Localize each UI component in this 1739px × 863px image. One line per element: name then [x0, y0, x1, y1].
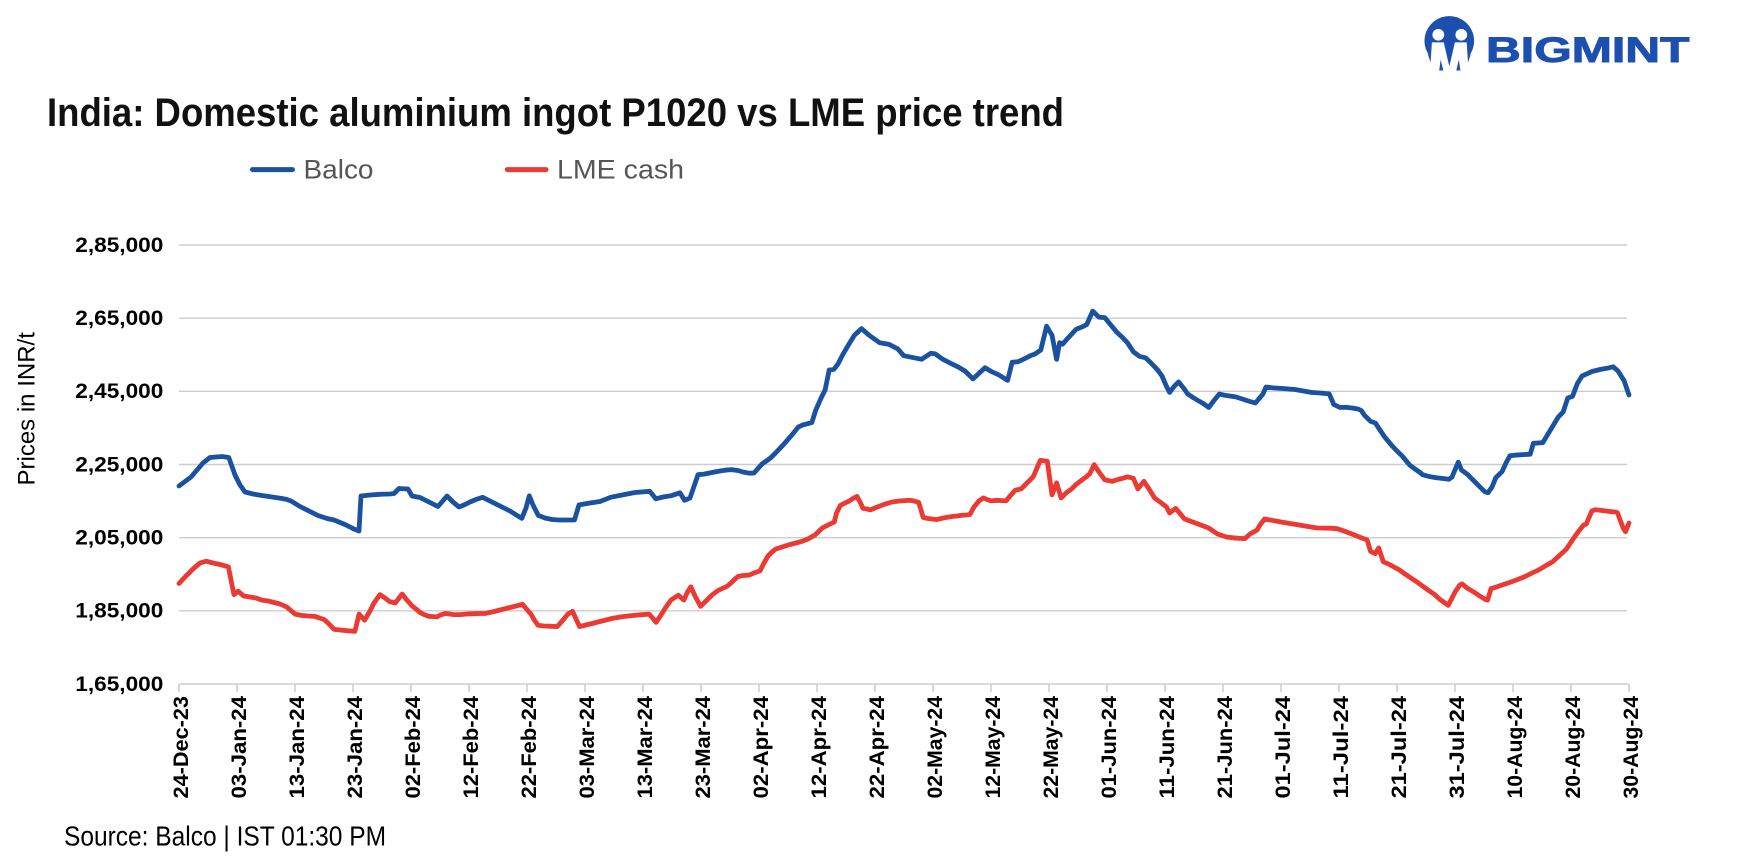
svg-text:13-Jan-24: 13-Jan-24 [286, 696, 309, 799]
svg-text:10-Aug-24: 10-Aug-24 [1504, 696, 1527, 799]
svg-text:12-Feb-24: 12-Feb-24 [460, 696, 483, 799]
svg-text:02-May-24: 02-May-24 [924, 696, 947, 799]
svg-text:Balco: Balco [304, 155, 374, 185]
svg-text:2,85,000: 2,85,000 [75, 232, 163, 257]
svg-text:LME cash: LME cash [557, 155, 684, 185]
svg-text:21-Jun-24: 21-Jun-24 [1214, 696, 1237, 799]
svg-text:2,65,000: 2,65,000 [75, 305, 163, 330]
svg-text:23-Jan-24: 23-Jan-24 [344, 696, 367, 799]
svg-text:2,05,000: 2,05,000 [75, 524, 163, 549]
svg-text:Prices in INR/t: Prices in INR/t [14, 332, 41, 486]
svg-text:02-Feb-24: 02-Feb-24 [402, 696, 425, 799]
svg-text:22-Feb-24: 22-Feb-24 [518, 696, 541, 799]
svg-text:2,25,000: 2,25,000 [75, 451, 163, 476]
svg-text:30-Aug-24: 30-Aug-24 [1620, 696, 1643, 799]
svg-text:India: Domestic aluminium ingo: India: Domestic aluminium ingot P1020 vs… [47, 91, 1064, 135]
svg-text:1,85,000: 1,85,000 [75, 598, 163, 623]
svg-text:01-Jun-24: 01-Jun-24 [1098, 696, 1121, 799]
svg-text:1,65,000: 1,65,000 [75, 671, 163, 696]
svg-text:20-Aug-24: 20-Aug-24 [1562, 696, 1585, 799]
svg-text:12-Apr-24: 12-Apr-24 [808, 696, 831, 799]
svg-text:21-Jul-24: 21-Jul-24 [1388, 696, 1411, 799]
svg-text:11-Jul-24: 11-Jul-24 [1330, 696, 1353, 799]
svg-text:03-Jan-24: 03-Jan-24 [228, 696, 251, 799]
svg-text:02-Apr-24: 02-Apr-24 [750, 696, 773, 799]
svg-text:24-Dec-23: 24-Dec-23 [170, 696, 193, 799]
svg-text:2,45,000: 2,45,000 [75, 378, 163, 403]
svg-text:11-Jun-24: 11-Jun-24 [1156, 696, 1179, 799]
svg-text:31-Jul-24: 31-Jul-24 [1446, 696, 1469, 799]
svg-text:13-Mar-24: 13-Mar-24 [634, 696, 657, 799]
svg-text:23-Mar-24: 23-Mar-24 [692, 696, 715, 799]
svg-text:03-Mar-24: 03-Mar-24 [576, 696, 599, 799]
svg-text:12-May-24: 12-May-24 [982, 696, 1005, 799]
svg-text:Source: Balco | IST 01:30 PM: Source: Balco | IST 01:30 PM [64, 820, 386, 851]
svg-text:22-May-24: 22-May-24 [1040, 696, 1063, 799]
svg-text:01-Jul-24: 01-Jul-24 [1272, 696, 1295, 799]
svg-text:22-Apr-24: 22-Apr-24 [866, 696, 889, 799]
svg-text:BIGMINT: BIGMINT [1486, 30, 1690, 70]
